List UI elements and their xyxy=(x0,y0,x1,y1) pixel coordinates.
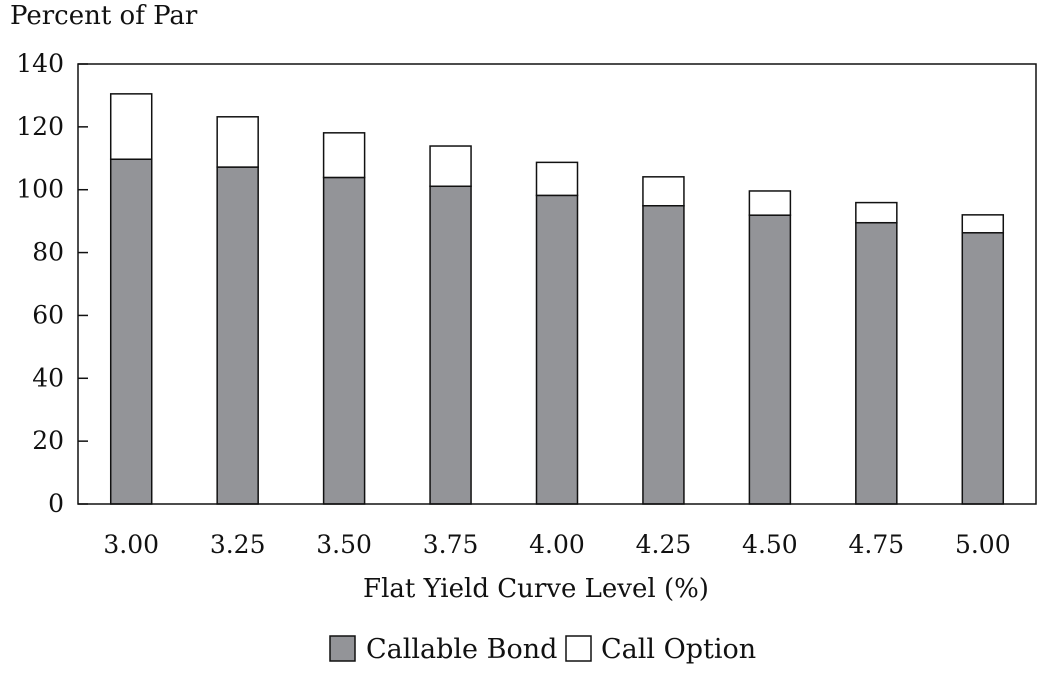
callable-bond-bar xyxy=(535,194,579,505)
y-axis-ticks: 0 20 40 60 80 100 120 140 xyxy=(16,49,88,518)
y-tick-label: 60 xyxy=(32,300,64,329)
y-tick-label: 80 xyxy=(32,238,64,267)
call-option-bar xyxy=(109,93,153,160)
call-option-bar xyxy=(216,116,259,168)
y-tick-label: 120 xyxy=(16,112,64,141)
y-tick-label: 40 xyxy=(32,363,64,392)
callable-bond-bar xyxy=(642,204,685,505)
callable-bond-bar xyxy=(322,176,366,505)
y-tick-label: 140 xyxy=(16,49,64,78)
y-tick-label: 0 xyxy=(48,489,64,518)
callable-bond-bar xyxy=(429,185,472,505)
call-option-bar xyxy=(961,214,1005,234)
x-tick-label: 4.75 xyxy=(848,530,904,559)
callable-bond-bar xyxy=(748,214,792,505)
call-option-bar xyxy=(429,145,472,188)
x-tick-label: 3.50 xyxy=(316,530,372,559)
x-tick-label: 5.00 xyxy=(955,530,1011,559)
x-tick-label: 4.00 xyxy=(529,530,585,559)
x-tick-label: 4.25 xyxy=(636,530,692,559)
x-tick-label: 3.00 xyxy=(103,530,159,559)
legend-label: Call Option xyxy=(601,634,756,665)
chart-title: Percent of Par xyxy=(10,1,198,31)
y-tick-label: 100 xyxy=(16,175,64,204)
call-option-bar xyxy=(855,201,898,224)
callable-bond-bar xyxy=(855,221,898,505)
plot-frame xyxy=(77,63,1037,505)
call-option-bar xyxy=(535,161,579,197)
legend-swatch xyxy=(565,635,592,662)
callable-bond-bar xyxy=(109,158,153,505)
bars xyxy=(109,93,1005,505)
x-tick-label: 4.50 xyxy=(742,530,798,559)
legend-swatch xyxy=(329,635,356,662)
call-option-bar xyxy=(322,132,366,179)
x-axis-ticks: 3.00 3.25 3.50 3.75 4.00 4.25 4.50 4.75 5.00 xyxy=(103,530,1010,559)
call-option-bar xyxy=(642,176,685,207)
x-tick-label: 3.25 xyxy=(210,530,266,559)
y-tick-label: 20 xyxy=(32,426,64,455)
callable-bond-bar xyxy=(961,232,1005,505)
call-option-bar xyxy=(748,190,792,216)
x-axis-title: Flat Yield Curve Level (%) xyxy=(363,574,709,604)
callable-bond-bar xyxy=(216,166,259,505)
legend-label: Callable Bond xyxy=(366,634,557,665)
legend: Callable Bond Call Option xyxy=(329,634,756,665)
x-tick-label: 3.75 xyxy=(423,530,479,559)
